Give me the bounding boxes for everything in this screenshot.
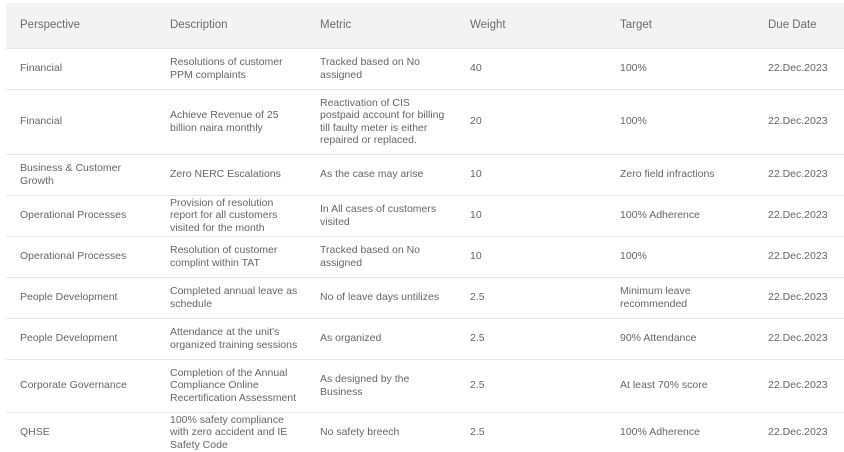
table-row: Financial Achieve Revenue of 25 billion … [6, 88, 844, 154]
cell-perspective: People Development [6, 276, 156, 318]
cell-target: Minimum leave recommended [606, 276, 756, 318]
table-row: QHSE 100% safety compliance with zero ac… [6, 411, 844, 452]
cell-target: 90% Attendance [606, 317, 756, 359]
cell-weight: 10 [456, 235, 606, 277]
cell-perspective: Corporate Governance [6, 358, 156, 412]
cell-metric: As designed by the Business [306, 358, 456, 412]
cell-due-date: 22.Dec.2023 [756, 358, 844, 412]
cell-weight: 2.5 [456, 276, 606, 318]
cell-description: Provision of resolution report for all c… [156, 194, 306, 236]
cell-description: 100% safety compliance with zero acciden… [156, 411, 306, 452]
cell-target: At least 70% score [606, 358, 756, 412]
header-metric: Metric [320, 19, 352, 32]
cell-metric: Tracked based on No assigned [306, 47, 456, 89]
table-row: Corporate Governance Completion of the A… [6, 358, 844, 412]
table-row: Business & Customer Growth Zero NERC Esc… [6, 153, 844, 195]
cell-metric: In All cases of customers visited [306, 194, 456, 236]
cell-target: 100% [606, 88, 756, 154]
cell-metric: No of leave days untilizes [306, 276, 456, 318]
cell-perspective: People Development [6, 317, 156, 359]
cell-weight: 10 [456, 153, 606, 195]
cell-target: 100% Adherence [606, 411, 756, 452]
cell-description: Zero NERC Escalations [156, 153, 306, 195]
cell-weight: 2.5 [456, 411, 606, 452]
table-row: Operational Processes Resolution of cust… [6, 235, 844, 277]
cell-target: 100% Adherence [606, 194, 756, 236]
cell-target: 100% [606, 47, 756, 89]
kpi-table-container: Perspective Description Metric Weight Ta… [6, 3, 844, 452]
cell-description: Attendance at the unit's organized train… [156, 317, 306, 359]
cell-due-date: 22.Dec.2023 [756, 153, 844, 195]
cell-due-date: 22.Dec.2023 [756, 47, 844, 89]
cell-target: 100% [606, 235, 756, 277]
header-description: Description [170, 19, 228, 32]
cell-due-date: 22.Dec.2023 [756, 276, 844, 318]
table-row: People Development Attendance at the uni… [6, 317, 844, 359]
cell-due-date: 22.Dec.2023 [756, 88, 844, 154]
cell-perspective: Business & Customer Growth [6, 153, 156, 195]
cell-perspective: Financial [6, 88, 156, 154]
header-weight: Weight [470, 19, 506, 32]
table-row: People Development Completed annual leav… [6, 276, 844, 318]
cell-weight: 20 [456, 88, 606, 154]
cell-weight: 2.5 [456, 317, 606, 359]
cell-due-date: 22.Dec.2023 [756, 194, 844, 236]
cell-perspective: Financial [6, 47, 156, 89]
header-target: Target [620, 19, 652, 32]
cell-due-date: 22.Dec.2023 [756, 317, 844, 359]
cell-metric: As organized [306, 317, 456, 359]
cell-perspective: Operational Processes [6, 235, 156, 277]
table-header: Perspective Description Metric Weight Ta… [6, 3, 844, 48]
cell-description: Resolution of customer complint within T… [156, 235, 306, 277]
cell-metric: Reactivation of CIS postpaid account for… [306, 88, 456, 154]
cell-perspective: QHSE [6, 411, 156, 452]
cell-metric: No safety breech [306, 411, 456, 452]
header-due-date: Due Date [768, 19, 817, 32]
table-row: Operational Processes Provision of resol… [6, 194, 844, 236]
table-body: Financial Resolutions of customer PPM co… [6, 47, 844, 452]
cell-due-date: 22.Dec.2023 [756, 235, 844, 277]
cell-metric: Tracked based on No assigned [306, 235, 456, 277]
cell-description: Achieve Revenue of 25 billion naira mont… [156, 88, 306, 154]
kpi-table: Perspective Description Metric Weight Ta… [6, 3, 844, 452]
cell-due-date: 22.Dec.2023 [756, 411, 844, 452]
cell-description: Resolutions of customer PPM complaints [156, 47, 306, 89]
cell-target: Zero field infractions [606, 153, 756, 195]
header-perspective: Perspective [20, 19, 81, 32]
header-row: Perspective Description Metric Weight Ta… [6, 3, 844, 48]
cell-weight: 2.5 [456, 358, 606, 412]
cell-metric: As the case may arise [306, 153, 456, 195]
cell-description: Completion of the Annual Compliance Onli… [156, 358, 306, 412]
cell-perspective: Operational Processes [6, 194, 156, 236]
cell-weight: 40 [456, 47, 606, 89]
cell-weight: 10 [456, 194, 606, 236]
cell-description: Completed annual leave as schedule [156, 276, 306, 318]
table-row: Financial Resolutions of customer PPM co… [6, 47, 844, 89]
